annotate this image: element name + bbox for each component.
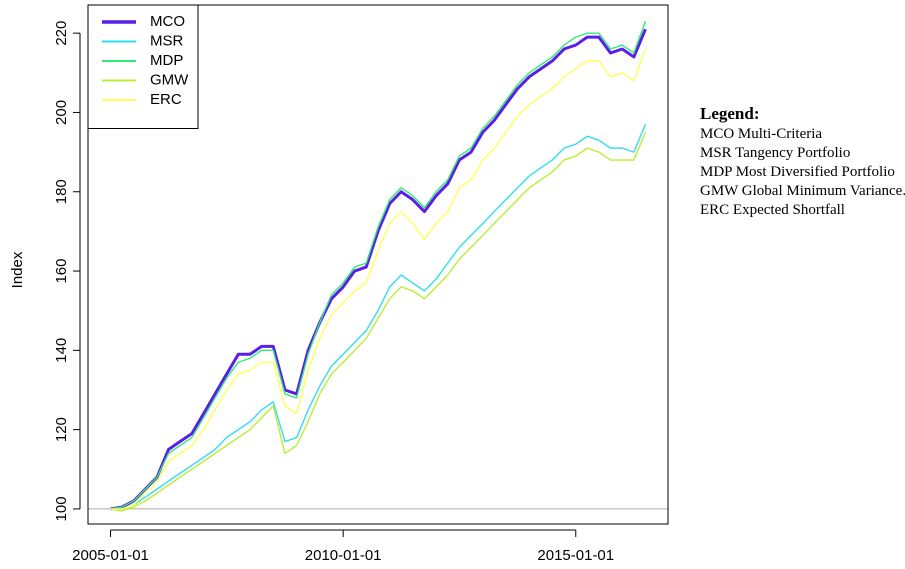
notes-item: MCO Multi-Criteria (700, 126, 823, 142)
legend-label: MSR (150, 32, 184, 49)
legend-label: ERC (150, 91, 182, 108)
notes-item: MDP Most Diversified Portfolio (700, 164, 895, 180)
y-tick-label: 100 (53, 496, 70, 521)
x-tick-label: 2005-01-01 (72, 547, 149, 564)
series-line (110, 124, 647, 510)
y-tick-label: 140 (53, 338, 70, 363)
y-tick-label: 220 (53, 21, 70, 46)
series-line (110, 28, 647, 511)
plot-box (87, 4, 669, 525)
legend-label: MDP (150, 52, 183, 69)
y-axis-label: Index (9, 251, 26, 288)
legend-label: MCO (150, 13, 185, 30)
notes-item: GMW Global Minimum Variance. (700, 183, 905, 199)
y-tick-label: 160 (53, 259, 70, 284)
y-tick-label: 120 (53, 417, 70, 442)
legend-box (87, 4, 199, 129)
notes-title: Legend: (700, 104, 760, 123)
y-tick-label: 180 (53, 179, 70, 204)
y-tick-label: 200 (53, 100, 70, 125)
x-tick-label: 2015-01-01 (537, 547, 614, 564)
series-line (110, 132, 647, 512)
series-line (110, 48, 647, 510)
x-tick-label: 2010-01-01 (305, 547, 382, 564)
notes: Legend: MCO Multi-Criteria MSR Tangency P… (700, 104, 905, 220)
legend-label: GMW (150, 71, 189, 88)
notes-item: ERC Expected Shortfall (700, 202, 845, 218)
series-line (110, 21, 647, 510)
notes-item: MSR Tangency Portfolio (700, 145, 851, 161)
